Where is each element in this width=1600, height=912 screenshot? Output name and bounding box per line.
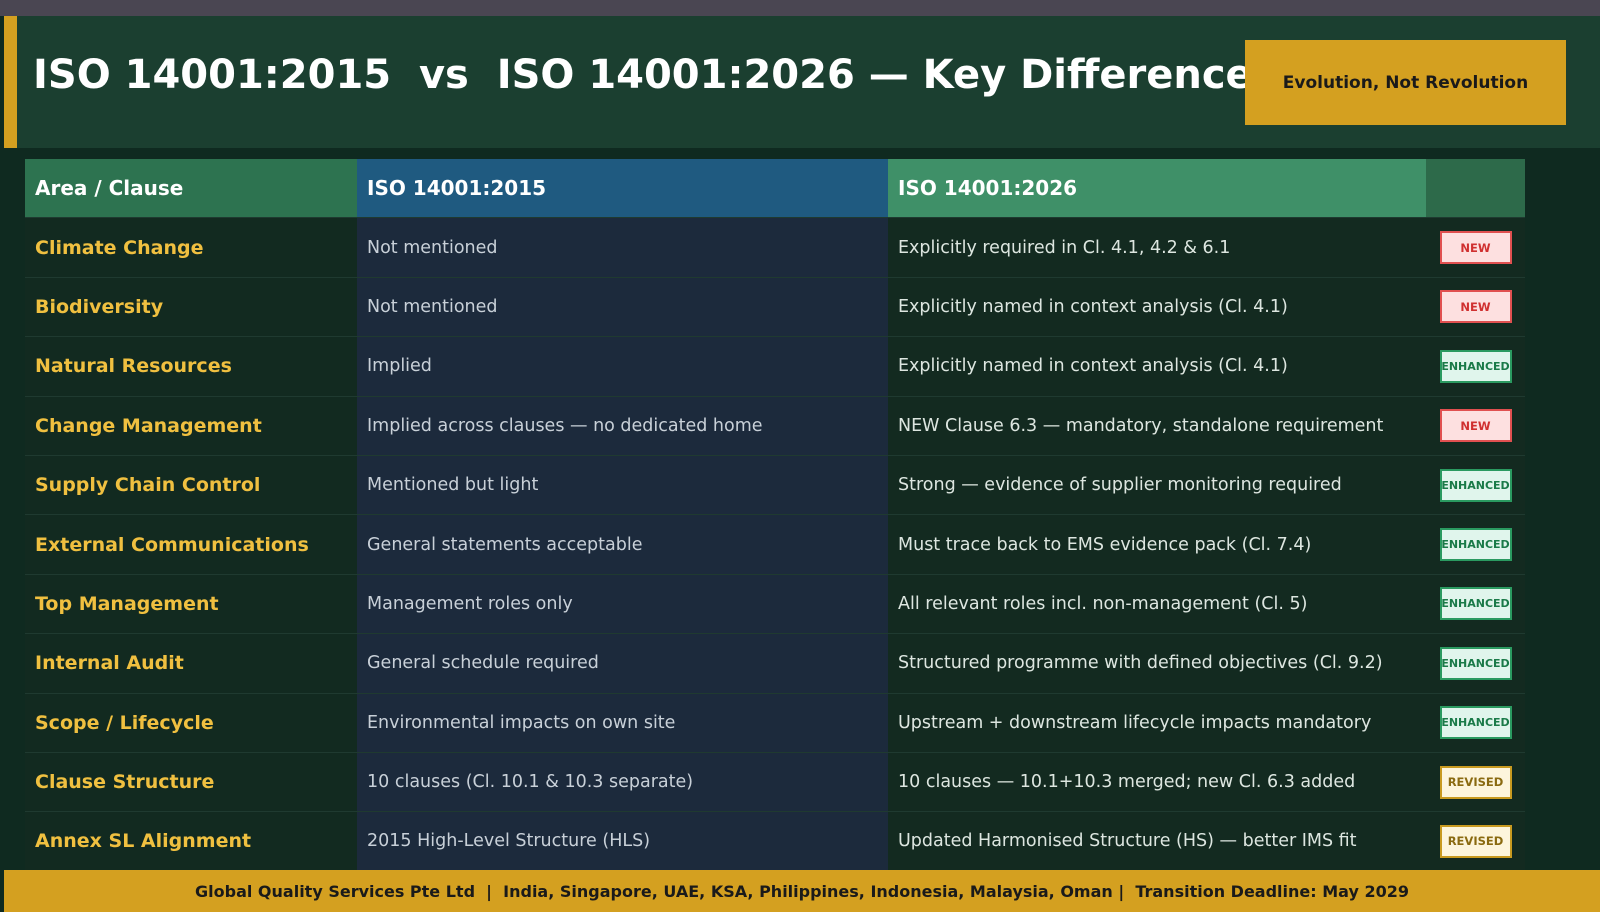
tag-cell: NEW	[1426, 277, 1525, 337]
cell: Not mentioned	[357, 218, 888, 277]
cell: Biodiversity	[25, 277, 357, 337]
table-row: External Communications General statement…	[25, 515, 1525, 575]
tag-cell: ENHANCED	[1426, 455, 1525, 515]
cell: General schedule required	[357, 634, 888, 693]
cell: Clause Structure	[25, 752, 357, 812]
cell: NEW Clause 6.3 — mandatory, standalone r…	[888, 396, 1426, 455]
cell: Supply Chain Control	[25, 455, 357, 515]
tag-cell: ENHANCED	[1426, 337, 1525, 396]
cell: Not mentioned	[357, 277, 888, 337]
cell: Mentioned but light	[357, 455, 888, 515]
accent-bar	[4, 16, 17, 148]
cell: Implied across clauses — no dedicated ho…	[357, 396, 888, 455]
status-tag: NEW	[1439, 409, 1512, 443]
status-tag: ENHANCED	[1439, 468, 1512, 502]
cell: Climate Change	[25, 218, 357, 277]
cell: External Communications	[25, 515, 357, 574]
badge: Evolution, Not Revolution	[1245, 40, 1566, 125]
window-strip	[0, 0, 1600, 16]
cell: Management roles only	[357, 574, 888, 634]
header-cell: Area / Clause	[25, 159, 357, 218]
status-tag: REVISED	[1439, 765, 1512, 799]
status-tag: REVISED	[1439, 824, 1512, 858]
cell: General statements acceptable	[357, 515, 888, 574]
tag-cell: ENHANCED	[1426, 515, 1525, 574]
status-tag: NEW	[1439, 290, 1512, 324]
cell: Upstream + downstream lifecycle impacts …	[888, 693, 1426, 752]
table-row: Supply Chain Control Mentioned but light S…	[25, 455, 1525, 516]
cell: 10 clauses — 10.1+10.3 merged; new Cl. 6…	[888, 752, 1426, 812]
cell: All relevant roles incl. non-management …	[888, 574, 1426, 634]
table-row: Biodiversity Not mentioned Explicitly name…	[25, 277, 1525, 338]
cell: Explicitly required in Cl. 4.1, 4.2 & 6.…	[888, 218, 1426, 277]
header-cell	[1426, 159, 1525, 218]
table-row: Change Management Implied across clauses …	[25, 396, 1525, 456]
table-row: Clause Structure 10 clauses (Cl. 10.1 & 1…	[25, 752, 1525, 813]
table-row: Scope / Lifecycle Environmental impacts o…	[25, 693, 1525, 753]
cell: Natural Resources	[25, 337, 357, 396]
cell: Change Management	[25, 396, 357, 455]
table-row: Annex SL Alignment 2015 High-Level Struct…	[25, 812, 1525, 872]
title: ISO 14001:2015 vs ISO 14001:2026 — Key D…	[33, 52, 1277, 98]
cell: Explicitly named in context analysis (Cl…	[888, 337, 1426, 396]
table-row: Internal Audit General schedule required S…	[25, 634, 1525, 694]
header-cell: ISO 14001:2026	[888, 159, 1426, 218]
status-tag: ENHANCED	[1439, 646, 1512, 680]
cell: Structured programme with defined object…	[888, 634, 1426, 693]
cell: Must trace back to EMS evidence pack (Cl…	[888, 515, 1426, 574]
cell: 2015 High-Level Structure (HLS)	[357, 812, 888, 871]
cell: Top Management	[25, 574, 357, 634]
cell: 10 clauses (Cl. 10.1 & 10.3 separate)	[357, 752, 888, 812]
table-row: Climate Change Not mentioned Explicitly re…	[25, 218, 1525, 278]
status-tag: ENHANCED	[1439, 706, 1512, 740]
header-cell: ISO 14001:2015	[357, 159, 888, 218]
cell: Explicitly named in context analysis (Cl…	[888, 277, 1426, 337]
cell: Implied	[357, 337, 888, 396]
cell: Annex SL Alignment	[25, 812, 357, 871]
tag-cell: NEW	[1426, 396, 1525, 455]
cell: Scope / Lifecycle	[25, 693, 357, 752]
table-row: Natural Resources Implied Explicitly named…	[25, 337, 1525, 397]
status-tag: ENHANCED	[1439, 349, 1512, 383]
status-tag: NEW	[1439, 231, 1512, 265]
tag-cell: ENHANCED	[1426, 634, 1525, 693]
footer: Global Quality Services Pte Ltd | India,…	[4, 870, 1600, 912]
status-tag: ENHANCED	[1439, 528, 1512, 562]
tag-cell: REVISED	[1426, 752, 1525, 812]
tag-cell: NEW	[1426, 218, 1525, 277]
cell: Environmental impacts on own site	[357, 693, 888, 752]
table: Area / Clause ISO 14001:2015 ISO 14001:202…	[25, 159, 1525, 872]
cell: Updated Harmonised Structure (HS) — bett…	[888, 812, 1426, 871]
table-row: Top Management Management roles only All r…	[25, 574, 1525, 635]
tag-cell: ENHANCED	[1426, 574, 1525, 634]
status-tag: ENHANCED	[1439, 587, 1512, 621]
cell: Strong — evidence of supplier monitoring…	[888, 455, 1426, 515]
tag-cell: ENHANCED	[1426, 693, 1525, 752]
tag-cell: REVISED	[1426, 812, 1525, 871]
cell: Internal Audit	[25, 634, 357, 693]
header-row: Area / Clause ISO 14001:2015 ISO 14001:202…	[25, 159, 1525, 219]
